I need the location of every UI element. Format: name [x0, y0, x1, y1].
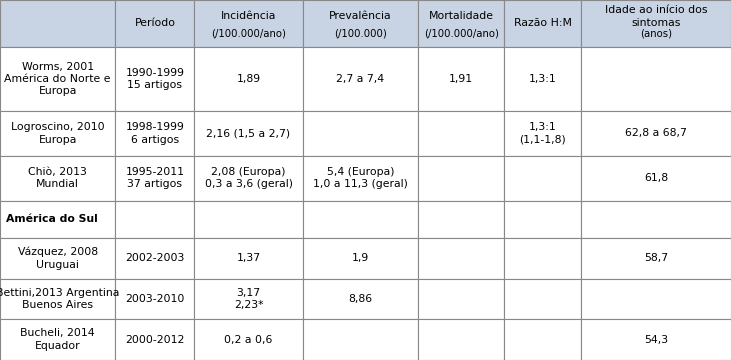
Text: 0,2 a 0,6: 0,2 a 0,6	[224, 335, 273, 345]
Bar	[194, 0, 303, 47]
Bar	[303, 238, 418, 279]
Bar	[0, 111, 115, 156]
Text: Bettini,2013 Argentina
Buenos Aires: Bettini,2013 Argentina Buenos Aires	[0, 288, 119, 310]
Bar	[418, 156, 504, 201]
Bar	[303, 156, 418, 201]
Text: 2,7 a 7,4: 2,7 a 7,4	[336, 74, 385, 84]
Bar	[581, 201, 731, 238]
Bar	[504, 0, 581, 47]
Bar	[194, 279, 303, 319]
Text: 5,4 (Europa)
1,0 a 11,3 (geral): 5,4 (Europa) 1,0 a 11,3 (geral)	[313, 167, 408, 189]
Bar	[0, 238, 115, 279]
Text: 2,08 (Europa)
0,3 a 3,6 (geral): 2,08 (Europa) 0,3 a 3,6 (geral)	[205, 167, 292, 189]
Text: Logroscino, 2010
Europa: Logroscino, 2010 Europa	[11, 122, 105, 145]
Text: 1,9: 1,9	[352, 253, 369, 263]
Bar	[0, 319, 115, 360]
Text: 2002-2003: 2002-2003	[125, 253, 185, 263]
Bar	[115, 279, 194, 319]
Bar	[504, 156, 581, 201]
Text: 1,3:1: 1,3:1	[529, 74, 556, 84]
Bar	[504, 238, 581, 279]
Text: América do Sul: América do Sul	[6, 214, 98, 224]
Bar	[581, 0, 731, 47]
Bar	[504, 279, 581, 319]
Text: 2,16 (1,5 a 2,7): 2,16 (1,5 a 2,7)	[206, 129, 291, 139]
Text: Prevalência: Prevalência	[329, 12, 392, 21]
Text: 1998-1999
6 artigos: 1998-1999 6 artigos	[126, 122, 184, 145]
Bar	[504, 111, 581, 156]
Text: (anos): (anos)	[640, 29, 672, 39]
Bar	[504, 201, 581, 238]
Bar	[581, 319, 731, 360]
Text: 54,3: 54,3	[644, 335, 668, 345]
Bar	[418, 47, 504, 111]
Text: (/100.000/ano): (/100.000/ano)	[424, 29, 499, 39]
Bar	[0, 0, 115, 47]
Text: 1995-2011
37 artigos: 1995-2011 37 artigos	[126, 167, 184, 189]
Bar	[115, 238, 194, 279]
Bar	[418, 238, 504, 279]
Bar	[303, 319, 418, 360]
Bar	[581, 279, 731, 319]
Bar	[115, 111, 194, 156]
Bar	[418, 279, 504, 319]
Bar	[115, 201, 194, 238]
Bar	[581, 238, 731, 279]
Text: Período: Período	[135, 18, 175, 28]
Bar	[418, 201, 504, 238]
Bar	[194, 201, 303, 238]
Bar	[581, 47, 731, 111]
Text: Chiò, 2013
Mundial: Chiò, 2013 Mundial	[29, 167, 87, 189]
Bar	[0, 156, 115, 201]
Text: 1,3:1
(1,1-1,8): 1,3:1 (1,1-1,8)	[520, 122, 566, 145]
Bar	[303, 47, 418, 111]
Text: 1,37: 1,37	[236, 253, 261, 263]
Text: Worms, 2001
América do Norte e
Europa: Worms, 2001 América do Norte e Europa	[4, 62, 111, 96]
Bar	[418, 319, 504, 360]
Bar	[115, 156, 194, 201]
Text: Idade ao início dos
sintomas: Idade ao início dos sintomas	[605, 5, 708, 28]
Bar	[504, 47, 581, 111]
Bar	[418, 0, 504, 47]
Bar	[303, 0, 418, 47]
Bar	[303, 279, 418, 319]
Bar	[194, 319, 303, 360]
Bar	[581, 111, 731, 156]
Bar	[115, 319, 194, 360]
Bar	[0, 47, 115, 111]
Bar	[194, 238, 303, 279]
Text: 1,91: 1,91	[449, 74, 474, 84]
Bar	[303, 111, 418, 156]
Text: 2000-2012: 2000-2012	[125, 335, 185, 345]
Bar	[194, 156, 303, 201]
Text: Razão H:M: Razão H:M	[514, 18, 572, 28]
Text: 61,8: 61,8	[644, 173, 668, 183]
Bar	[303, 201, 418, 238]
Bar	[194, 47, 303, 111]
Bar	[115, 47, 194, 111]
Bar	[194, 111, 303, 156]
Bar	[0, 279, 115, 319]
Text: 1990-1999
15 artigos: 1990-1999 15 artigos	[126, 68, 184, 90]
Text: 3,17
2,23*: 3,17 2,23*	[234, 288, 263, 310]
Text: Incidência: Incidência	[221, 12, 276, 21]
Text: Mortalidade: Mortalidade	[429, 12, 493, 21]
Text: (/100.000): (/100.000)	[334, 29, 387, 39]
Bar	[418, 111, 504, 156]
Text: 58,7: 58,7	[644, 253, 668, 263]
Text: 8,86: 8,86	[348, 294, 373, 304]
Text: 62,8 a 68,7: 62,8 a 68,7	[625, 129, 687, 139]
Text: 1,89: 1,89	[236, 74, 261, 84]
Text: Bucheli, 2014
Equador: Bucheli, 2014 Equador	[20, 328, 95, 351]
Bar	[581, 156, 731, 201]
Text: Vázquez, 2008
Uruguai: Vázquez, 2008 Uruguai	[18, 247, 98, 270]
Bar	[0, 201, 115, 238]
Text: 2003-2010: 2003-2010	[125, 294, 185, 304]
Bar	[115, 0, 194, 47]
Text: (/100.000/ano): (/100.000/ano)	[211, 29, 286, 39]
Bar	[504, 319, 581, 360]
